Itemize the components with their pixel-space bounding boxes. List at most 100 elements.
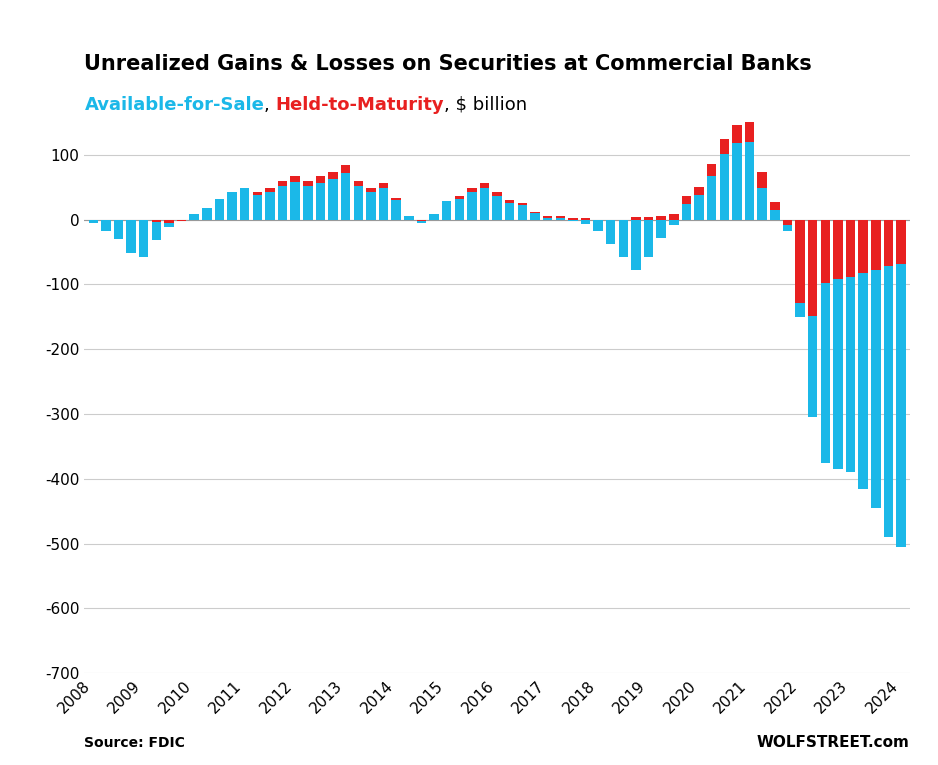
Bar <box>291 175 300 182</box>
Bar <box>884 220 893 537</box>
Bar <box>316 183 325 220</box>
Bar <box>745 121 754 142</box>
Bar <box>719 139 729 154</box>
Bar <box>782 220 793 225</box>
Bar <box>391 200 401 220</box>
Bar <box>467 188 477 192</box>
Bar <box>758 188 767 220</box>
Bar <box>391 197 401 200</box>
Bar <box>416 220 426 223</box>
Bar <box>366 188 375 192</box>
Bar <box>518 203 527 205</box>
Bar <box>265 192 275 220</box>
Bar <box>643 217 654 220</box>
Bar <box>340 173 351 220</box>
Bar <box>88 220 98 223</box>
Bar <box>152 220 161 240</box>
Bar <box>152 220 161 222</box>
Bar <box>404 216 414 220</box>
Bar <box>719 154 729 220</box>
Bar <box>821 220 830 463</box>
Bar <box>127 220 136 253</box>
Bar <box>379 184 388 188</box>
Bar <box>619 220 628 257</box>
Bar <box>340 165 351 173</box>
Bar <box>467 192 477 220</box>
Bar <box>833 220 842 469</box>
Bar <box>682 197 691 204</box>
Text: , $ billion: , $ billion <box>445 96 527 114</box>
Bar <box>505 203 515 220</box>
Bar <box>871 220 881 270</box>
Bar <box>278 181 287 186</box>
Bar <box>657 216 666 220</box>
Bar <box>252 195 262 220</box>
Bar <box>265 188 275 192</box>
Bar <box>555 218 565 220</box>
Bar <box>240 188 250 220</box>
Bar <box>303 186 312 220</box>
Bar <box>177 220 187 221</box>
Bar <box>682 204 691 220</box>
Bar <box>657 220 666 238</box>
Bar <box>858 220 868 489</box>
Bar <box>846 220 855 277</box>
Bar <box>278 186 287 220</box>
Bar <box>733 125 742 143</box>
Bar <box>897 220 906 547</box>
Bar <box>543 216 552 218</box>
Bar <box>303 181 312 186</box>
Bar <box>518 205 527 220</box>
Bar <box>479 188 490 220</box>
Bar <box>316 176 325 183</box>
Bar <box>252 192 262 195</box>
Bar <box>227 192 236 220</box>
Bar <box>366 192 375 220</box>
Bar <box>455 197 464 199</box>
Bar <box>669 214 678 220</box>
Text: WOLFSTREET.com: WOLFSTREET.com <box>757 734 910 750</box>
Bar <box>189 214 199 220</box>
Bar <box>505 200 515 203</box>
Bar <box>442 201 451 220</box>
Bar <box>733 143 742 220</box>
Bar <box>770 210 779 220</box>
Bar <box>379 188 388 220</box>
Bar <box>821 220 830 283</box>
Bar <box>328 180 338 220</box>
Bar <box>328 171 338 180</box>
Bar <box>555 216 565 218</box>
Text: Unrealized Gains & Losses on Securities at Commercial Banks: Unrealized Gains & Losses on Securities … <box>84 54 812 73</box>
Bar <box>694 195 704 220</box>
Bar <box>770 202 779 210</box>
Bar <box>745 142 754 220</box>
Bar <box>177 220 187 221</box>
Bar <box>164 220 174 227</box>
Bar <box>215 199 224 220</box>
Bar <box>568 220 578 221</box>
Bar <box>492 197 502 220</box>
Bar <box>884 220 893 266</box>
Bar <box>581 220 590 224</box>
Bar <box>416 220 426 221</box>
Bar <box>202 208 212 220</box>
Bar <box>631 220 641 270</box>
Bar <box>858 220 868 273</box>
Bar <box>354 186 363 220</box>
Bar <box>139 220 148 257</box>
Bar <box>113 220 123 239</box>
Bar <box>897 220 906 264</box>
Bar <box>492 192 502 197</box>
Bar <box>707 175 717 220</box>
Bar <box>694 187 704 195</box>
Bar <box>101 220 111 231</box>
Bar <box>568 218 578 220</box>
Bar <box>707 164 717 175</box>
Bar <box>164 220 174 223</box>
Bar <box>808 220 817 417</box>
Bar <box>631 217 641 220</box>
Bar <box>354 181 363 186</box>
Bar <box>291 182 300 220</box>
Bar <box>669 220 678 225</box>
Bar <box>594 220 603 231</box>
